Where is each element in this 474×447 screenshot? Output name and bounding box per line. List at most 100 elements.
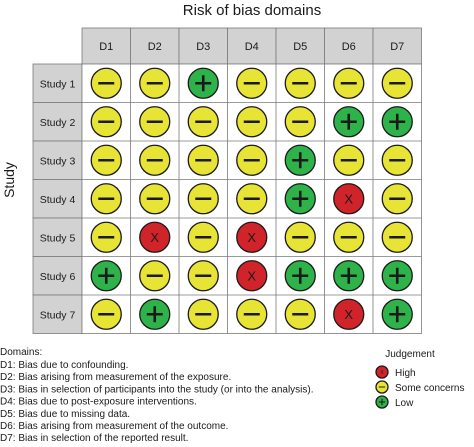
- judgement-cell: [284, 260, 316, 292]
- judgement-cell: [333, 221, 365, 253]
- domain-description: D1: Bias due to confounding.: [0, 360, 128, 371]
- high-judgement-circle: [333, 298, 365, 330]
- plus-icon: [195, 75, 212, 92]
- plus-icon: [378, 398, 386, 406]
- judgement-cell: X: [139, 221, 171, 253]
- judgement-cell: [187, 260, 219, 292]
- study-label-cell: [32, 294, 83, 334]
- judgement-cell: [187, 67, 219, 99]
- judgement-cell: [187, 144, 219, 176]
- high-symbol-label: X: [380, 370, 384, 376]
- high-symbol-label: X: [150, 230, 159, 245]
- judgement-cell: [381, 298, 413, 330]
- study-label: Study 6: [40, 271, 76, 283]
- plus-icon: [389, 267, 406, 284]
- domain-description: D2: Bias arising from measurement of the…: [0, 372, 231, 383]
- judgement-cell: [139, 67, 171, 99]
- judgement-cell: [90, 144, 122, 176]
- plus-icon: [292, 152, 309, 169]
- judgement-cell: [284, 298, 316, 330]
- judgement-legend-item: Low: [375, 395, 414, 409]
- judgement-grid: X X X X X: [81, 63, 422, 334]
- high-symbol-label: X: [344, 191, 353, 206]
- judgement-cell: [90, 106, 122, 138]
- judgement-cell: [187, 298, 219, 330]
- judgement-cell: [284, 106, 316, 138]
- judgement-cell: [90, 183, 122, 215]
- judgement-cell: [236, 298, 268, 330]
- high-judgement-circle: [236, 221, 268, 253]
- study-label: Study 2: [40, 117, 76, 129]
- judgement-legend-item: X High: [375, 365, 416, 379]
- judgement-legend-title: Judgement: [385, 349, 435, 360]
- domain-header-label: D4: [245, 41, 259, 53]
- judgement-cell: [90, 260, 122, 292]
- domain-header-label: D7: [390, 41, 404, 53]
- plus-icon: [340, 113, 357, 130]
- judgement-cell: [381, 221, 413, 253]
- judgement-cell: X: [333, 298, 365, 330]
- domain-header-label: D1: [99, 41, 113, 53]
- study-label-column: Study 1 Study 2 Study 3 Study 4 Study 5 Study…: [32, 63, 83, 334]
- judgement-legend-label: Low: [395, 398, 414, 409]
- judgement-cell: X: [236, 260, 268, 292]
- domains-legend-title: Domains:: [0, 347, 42, 358]
- judgement-legend: X High Some concerns Low: [375, 365, 464, 409]
- judgement-cell: [236, 144, 268, 176]
- domain-header-label: D5: [293, 41, 307, 53]
- plus-icon: [340, 267, 357, 284]
- judgement-cell: [187, 221, 219, 253]
- judgement-cell: [284, 183, 316, 215]
- study-label: Study 4: [40, 194, 76, 206]
- domain-header-label: D2: [148, 41, 162, 53]
- judgement-cell: [139, 106, 171, 138]
- domain-header-row: D1 D2 D3 D4 D5 D6 D7: [81, 27, 422, 65]
- judgement-cell: [90, 67, 122, 99]
- judgement-cell: [381, 67, 413, 99]
- high-judgement-circle: [139, 221, 171, 253]
- judgement-cell: X: [333, 183, 365, 215]
- judgement-cell: [236, 106, 268, 138]
- domain-description: D5: Bias due to missing data.: [0, 409, 130, 420]
- high-judgement-circle: [375, 365, 389, 379]
- judgement-cell: [284, 144, 316, 176]
- study-label: Study 5: [40, 232, 76, 244]
- judgement-cell: [139, 183, 171, 215]
- domain-description: D4: Bias due to post-exposure interventi…: [0, 397, 197, 408]
- chart-title: Risk of bias domains: [183, 2, 321, 19]
- plus-icon: [98, 267, 115, 284]
- domain-header-cell: [178, 27, 228, 65]
- high-judgement-circle: [236, 260, 268, 292]
- judgement-cell: [381, 183, 413, 215]
- high-symbol-label: X: [247, 268, 256, 283]
- plus-icon: [389, 306, 406, 323]
- judgement-cell: [139, 298, 171, 330]
- study-label: Study 7: [40, 309, 76, 321]
- judgement-cell: [187, 106, 219, 138]
- domains-legend: D1: Bias due to confounding.D2: Bias ari…: [0, 360, 314, 444]
- study-label: Study 3: [40, 155, 76, 167]
- high-judgement-circle: [333, 183, 365, 215]
- judgement-cell: X: [236, 221, 268, 253]
- judgement-cell: [236, 67, 268, 99]
- judgement-cell: [381, 144, 413, 176]
- study-label: Study 1: [40, 78, 76, 90]
- plus-icon: [389, 113, 406, 130]
- judgement-cell: [333, 67, 365, 99]
- judgement-legend-label: High: [395, 368, 416, 379]
- judgement-cell: [187, 183, 219, 215]
- high-symbol-label: X: [344, 307, 353, 322]
- domain-header-label: D3: [196, 41, 210, 53]
- plus-icon: [292, 190, 309, 207]
- plus-icon: [292, 267, 309, 284]
- plus-icon: [146, 306, 163, 323]
- judgement-cell: [333, 260, 365, 292]
- judgement-legend-item: Some concerns: [375, 380, 464, 394]
- judgement-cell: [139, 144, 171, 176]
- judgement-cell: [139, 260, 171, 292]
- domain-description: D3: Bias in selection of participants in…: [0, 384, 314, 395]
- domain-header-cell: [130, 27, 180, 65]
- judgement-cell: [284, 67, 316, 99]
- judgement-cell: [333, 106, 365, 138]
